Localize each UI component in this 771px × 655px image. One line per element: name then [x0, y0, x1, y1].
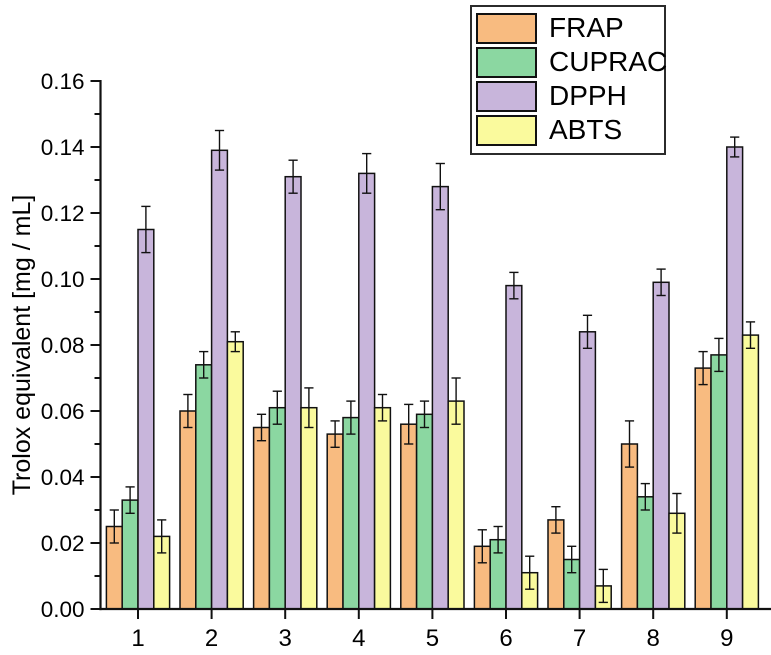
legend-label-abts: ABTS	[549, 114, 623, 145]
error-bars	[109, 129, 756, 604]
bar-abts-4	[373, 406, 392, 610]
bar-cuprac-9	[710, 354, 728, 610]
svg-text:1: 1	[131, 625, 144, 652]
svg-text:0.14: 0.14	[41, 135, 85, 160]
bar-dpph-5	[431, 185, 449, 610]
bar-cuprac-3	[268, 406, 286, 610]
y-axis-title: Trolox equivalent [mg / mL]	[8, 195, 36, 496]
svg-text:3: 3	[279, 625, 292, 652]
svg-text:7: 7	[573, 625, 586, 652]
y-tick-labels: 0.00 0.02 0.04 0.06 0.08 0.10 0.12 0.14 0.16	[41, 69, 85, 622]
bar-dpph-3	[284, 175, 302, 610]
bar-cuprac-5	[415, 413, 434, 610]
svg-text:8: 8	[647, 625, 660, 652]
legend-item-cuprac: CUPRAC	[476, 45, 668, 79]
bar-dpph-7	[578, 331, 597, 610]
legend-item-abts: ABTS	[476, 113, 664, 147]
bar-abts-3	[300, 406, 318, 610]
bar-frap-3	[252, 426, 271, 610]
bar-frap-8	[620, 443, 639, 610]
cuprac-swatch-icon	[476, 46, 537, 78]
bar-dpph-4	[358, 172, 376, 610]
svg-text:4: 4	[352, 625, 365, 652]
bar-cuprac-1	[121, 499, 139, 610]
bar-abts-9	[741, 334, 760, 610]
axes	[99, 80, 771, 611]
dpph-swatch-icon	[476, 80, 537, 112]
bar-dpph-1	[137, 228, 155, 610]
svg-text:2: 2	[205, 625, 218, 652]
bar-frap-2	[179, 410, 197, 610]
y-ticks	[90, 80, 100, 610]
x-tick-labels: 1 2 3 4 5 6 7 8 9	[131, 625, 733, 652]
svg-text:0.02: 0.02	[41, 531, 85, 556]
svg-text:9: 9	[720, 625, 733, 652]
bar-frap-9	[694, 367, 712, 610]
svg-text:0.00: 0.00	[41, 597, 85, 622]
bar-abts-2	[226, 340, 244, 610]
legend-label-dpph: DPPH	[549, 80, 627, 111]
svg-text:0.10: 0.10	[41, 267, 85, 292]
bar-dpph-6	[505, 284, 523, 610]
frap-swatch-icon	[476, 12, 537, 44]
bar-dpph-2	[210, 149, 229, 610]
svg-text:0.04: 0.04	[41, 465, 85, 490]
svg-text:6: 6	[499, 625, 512, 652]
legend-item-frap: FRAP	[476, 11, 664, 45]
legend: FRAP CUPRAC DPPH ABTS	[470, 5, 668, 155]
bar-frap-5	[400, 423, 418, 610]
svg-text:0.08: 0.08	[41, 333, 85, 358]
x-ticks	[137, 610, 728, 619]
legend-item-dpph: DPPH	[476, 79, 664, 113]
bar-cuprac-2	[195, 364, 213, 610]
legend-label-frap: FRAP	[549, 12, 624, 43]
bar-cuprac-8	[636, 496, 654, 610]
bar-frap-4	[326, 433, 344, 610]
svg-text:0.06: 0.06	[41, 399, 85, 424]
svg-text:0.12: 0.12	[41, 201, 85, 226]
bar-cuprac-4	[342, 416, 360, 610]
bar-dpph-8	[652, 281, 670, 610]
bar-dpph-9	[726, 146, 744, 610]
bar-abts-5	[447, 400, 465, 610]
series-abts-bars	[153, 334, 760, 610]
legend-label-cuprac: CUPRAC	[549, 46, 668, 77]
abts-swatch-icon	[476, 114, 537, 146]
svg-text:5: 5	[426, 625, 439, 652]
svg-text:0.16: 0.16	[41, 69, 85, 94]
